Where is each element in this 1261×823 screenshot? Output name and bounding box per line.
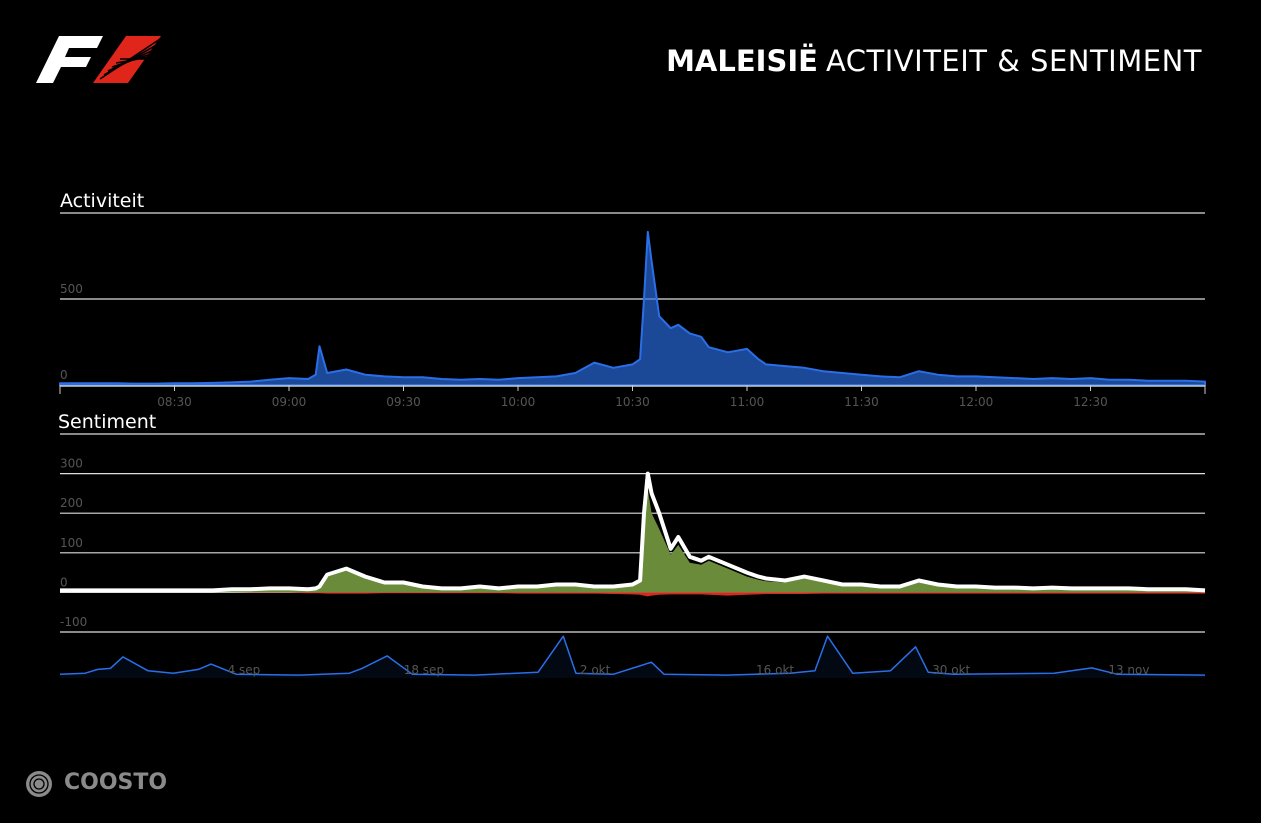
y-tick-label: 100	[60, 536, 83, 550]
navigator-fill	[60, 636, 1205, 678]
title-rest: ACTIVITEIT & SENTIMENT	[825, 44, 1202, 78]
x-tick-label: 30 okt	[932, 663, 970, 677]
line	[59, 635, 1206, 676]
title-bold: MALEISIË	[666, 44, 818, 78]
x-tick-label: 09:30	[386, 395, 421, 409]
f1-logo	[36, 36, 161, 83]
x-tick-label: 12:00	[959, 395, 994, 409]
coosto-icon	[26, 771, 52, 797]
x-tick-label: 10:30	[615, 395, 650, 409]
y-tick-label: 300	[60, 457, 83, 471]
y-tick-label: 0	[60, 575, 68, 589]
y-tick-label: 500	[60, 282, 83, 296]
x-tick-label: 13 nov	[1108, 663, 1149, 677]
x-tick-label: 09:00	[272, 395, 307, 409]
area	[60, 592, 1205, 597]
y-tick-label: 0	[60, 368, 68, 382]
x-tick-label: 4 sep	[228, 663, 261, 677]
x-tick-label: 08:30	[157, 395, 192, 409]
y-tick-label: 200	[60, 496, 83, 510]
x-tick-label: 2 okt	[580, 663, 611, 677]
area	[59, 230, 1206, 386]
x-tick-label: 18 sep	[404, 663, 444, 677]
panel-title: Activiteit	[60, 190, 144, 212]
brand: COOSTO	[64, 770, 168, 795]
panel-title: Sentiment	[58, 411, 156, 433]
x-tick-label: 12:30	[1073, 395, 1108, 409]
area	[60, 489, 1205, 593]
x-tick-label: 11:30	[844, 395, 879, 409]
line	[60, 471, 1206, 593]
x-tick-label: 10:00	[501, 395, 536, 409]
x-tick-label: 11:00	[730, 395, 765, 409]
header-title: MALEISIË ACTIVITEIT & SENTIMENT	[666, 44, 1202, 78]
x-tick-label: 16 okt	[756, 663, 794, 677]
y-tick-label: -100	[60, 615, 87, 629]
